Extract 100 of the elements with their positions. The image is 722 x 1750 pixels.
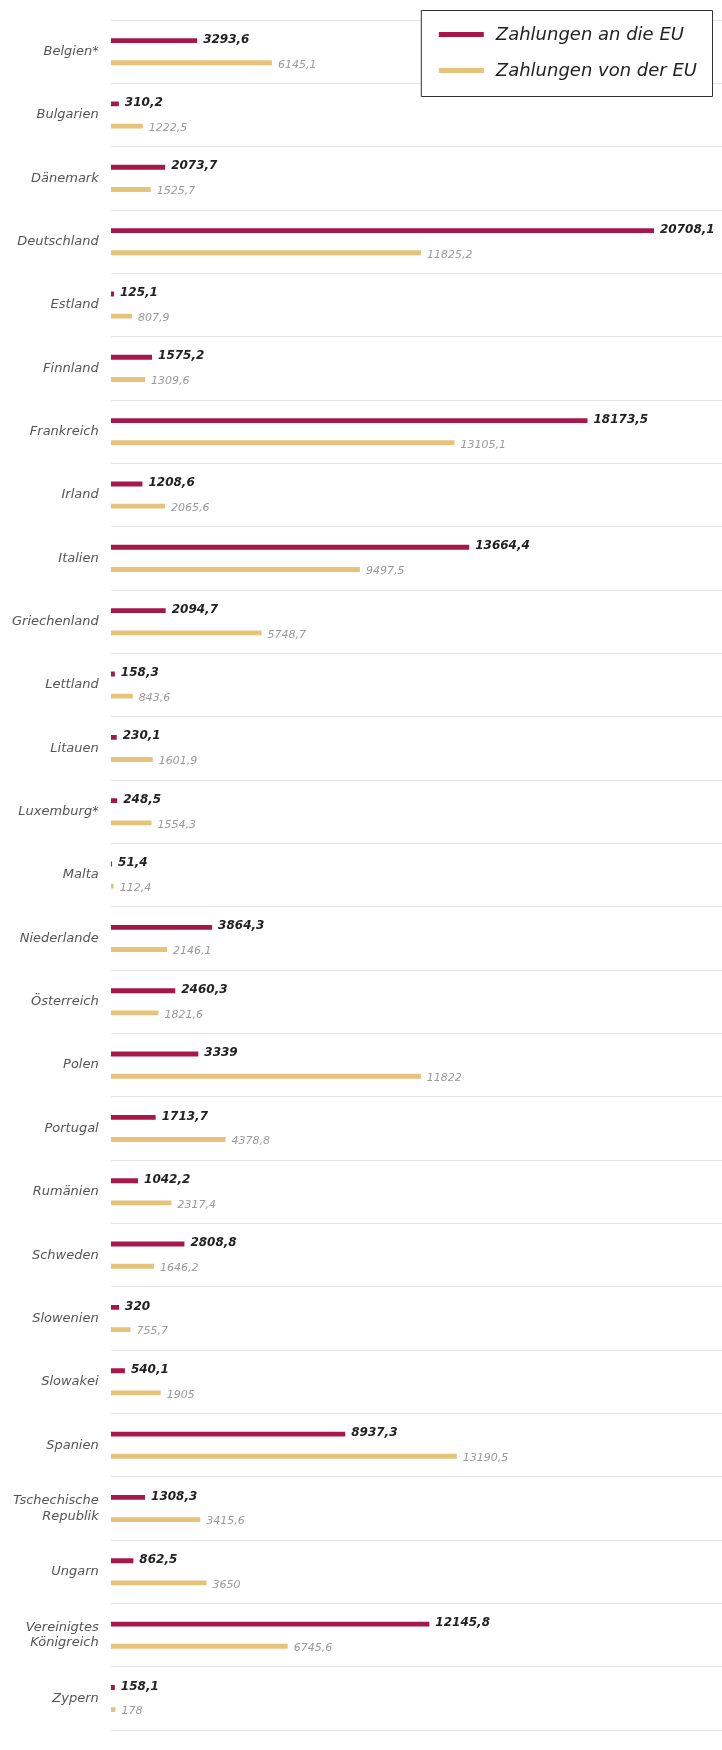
bar	[110, 187, 151, 192]
bar	[110, 988, 176, 994]
data-label: 1309,6	[151, 374, 190, 388]
data-label: 1713,7	[161, 1108, 209, 1123]
data-label: 1554,3	[157, 817, 196, 831]
data-label: 6145,1	[277, 57, 317, 71]
data-label: 8937,3	[351, 1425, 398, 1440]
legend-label: Zahlungen an die EU	[494, 22, 684, 44]
bar	[110, 757, 153, 762]
y-tick-label: Deutschland	[17, 233, 100, 249]
bar	[110, 1431, 346, 1437]
data-label: 1208,6	[148, 475, 195, 490]
data-label: 158,3	[120, 665, 159, 680]
data-label: 230,1	[122, 728, 161, 743]
data-label: 2808,8	[190, 1235, 237, 1250]
bar	[110, 883, 114, 889]
bar	[110, 1643, 288, 1649]
data-label: 6745,6	[293, 1641, 333, 1655]
data-label: 310,2	[124, 95, 163, 110]
y-tick-label: Zypern	[51, 1689, 99, 1705]
bar	[110, 544, 470, 550]
y-tick-label: Finnland	[43, 359, 100, 375]
data-label: 2094,7	[171, 601, 219, 616]
data-label: 2065,6	[170, 501, 210, 514]
bar	[110, 798, 118, 804]
bar	[110, 250, 421, 256]
data-label: 178	[121, 1704, 143, 1718]
data-label: 1308,3	[151, 1488, 198, 1503]
y-tick-label: Bulgarien	[36, 106, 99, 122]
data-label: 13664,4	[475, 538, 530, 553]
bar	[110, 164, 166, 170]
y-tick-label: Ungarn	[51, 1563, 99, 1579]
bar	[110, 820, 152, 826]
bar	[110, 60, 272, 66]
data-label: 13105,1	[460, 437, 507, 451]
y-tick-label: Slowenien	[32, 1309, 99, 1325]
bar	[110, 1114, 156, 1120]
bar	[110, 313, 132, 319]
data-label: 862,5	[139, 1551, 178, 1566]
y-tick-label: Polen	[63, 1056, 99, 1072]
data-label: 755,7	[136, 1324, 169, 1338]
data-label: 1222,5	[148, 120, 188, 134]
bar	[110, 101, 119, 107]
bar	[110, 1621, 430, 1627]
data-label: 20708,1	[660, 221, 715, 236]
y-tick-label: Österreich	[30, 992, 99, 1009]
bar	[110, 503, 165, 509]
data-label: 248,5	[123, 791, 162, 806]
bar	[110, 924, 213, 930]
data-label: 1821,6	[164, 1007, 204, 1021]
data-label: 51,4	[118, 855, 148, 870]
data-label: 2460,3	[181, 981, 228, 996]
legend-label: Zahlungen von der EU	[494, 58, 698, 80]
y-tick-label: Slowakei	[41, 1373, 100, 1389]
data-label: 5748,7	[267, 627, 307, 641]
bar	[110, 1010, 159, 1016]
bar	[110, 1494, 146, 1500]
bar	[110, 1580, 207, 1586]
data-label: 1042,2	[144, 1171, 191, 1186]
data-label: 3293,6	[203, 31, 250, 46]
bar	[110, 608, 166, 614]
data-label: 4378,8	[231, 1134, 271, 1148]
bar	[110, 1178, 139, 1184]
bar	[110, 1137, 226, 1142]
bar	[110, 123, 143, 129]
data-label: 3864,3	[218, 918, 265, 933]
bar	[110, 418, 588, 424]
bar	[110, 1304, 120, 1310]
y-tick-label: Lettland	[45, 676, 100, 692]
data-label: 843,6	[138, 691, 171, 705]
y-tick-label: Schweden	[31, 1246, 99, 1262]
data-label: 125,1	[120, 285, 158, 300]
data-label: 807,9	[137, 310, 170, 324]
data-label: 1601,9	[158, 754, 198, 768]
data-label: 320	[125, 1298, 151, 1313]
y-tick-label: Griechenland	[11, 613, 100, 629]
bar	[110, 1200, 172, 1206]
bar	[110, 947, 168, 952]
data-label: 11825,2	[426, 247, 473, 261]
bar	[110, 1453, 457, 1459]
y-tick-label: Belgien*	[43, 43, 100, 59]
data-label: 1646,2	[159, 1261, 199, 1275]
y-tick-label: Italien	[58, 549, 99, 565]
y-tick-label: Rumänien	[32, 1183, 99, 1199]
y-tick-label: Frankreich	[29, 423, 99, 439]
bar	[110, 377, 146, 382]
bar	[110, 228, 654, 234]
bar	[110, 630, 262, 636]
data-label: 1575,2	[158, 348, 205, 363]
bar	[110, 1327, 131, 1333]
data-label: 13190,5	[462, 1451, 509, 1465]
y-tick-label: Dänemark	[31, 169, 100, 185]
y-tick-label: Vereinigtes Königreich	[25, 1618, 99, 1650]
data-label: 2317,4	[177, 1197, 217, 1211]
bar	[110, 38, 198, 44]
data-label: 18173,5	[593, 411, 649, 426]
data-label: 1525,7	[156, 184, 196, 198]
data-label: 12145,8	[435, 1615, 491, 1630]
bar	[110, 354, 153, 360]
bar	[110, 1517, 201, 1523]
